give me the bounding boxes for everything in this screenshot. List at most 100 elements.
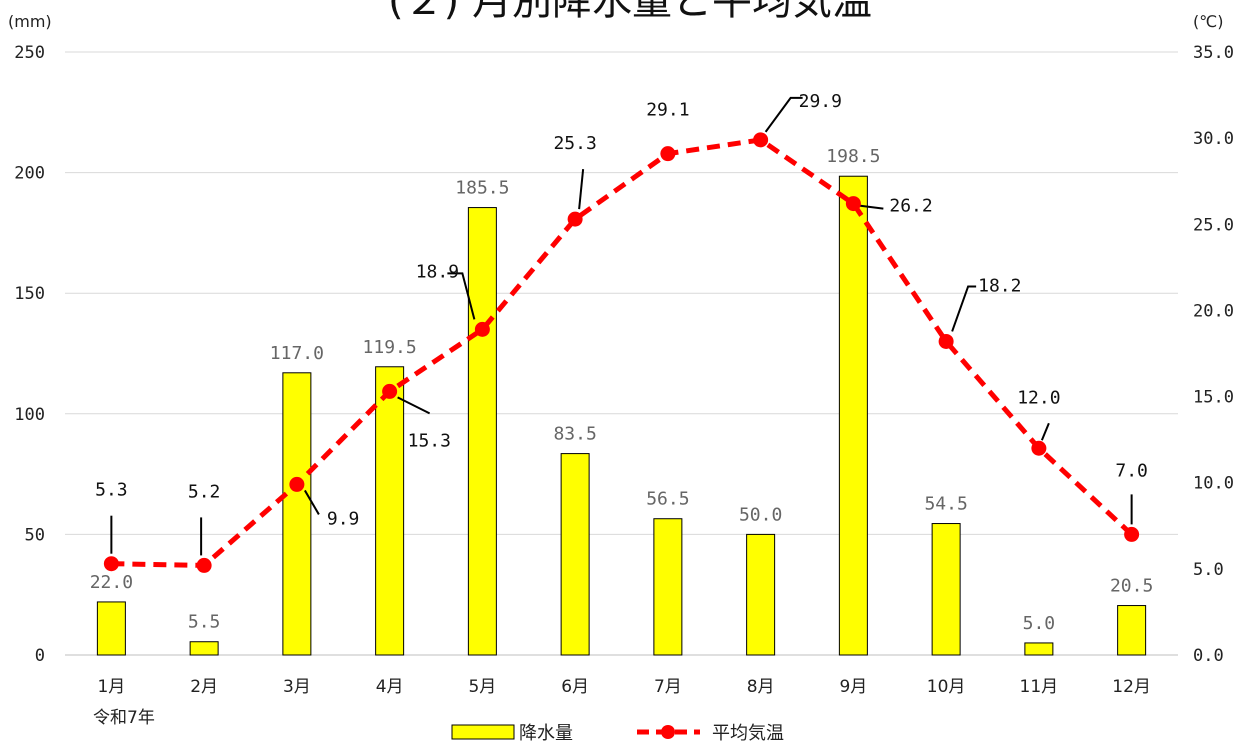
precipitation-value-label: 198.5: [826, 146, 880, 167]
right-axis-unit: (℃): [1193, 12, 1223, 31]
right-tick-label: 10.0: [1193, 474, 1234, 494]
left-tick-label: 250: [14, 43, 45, 63]
temperature-value-label: 15.3: [408, 430, 451, 451]
left-axis-unit: (mm): [8, 12, 52, 31]
temperature-marker: [196, 557, 212, 573]
x-tick-label: 3月: [283, 677, 311, 697]
right-tick-label: 20.0: [1193, 301, 1234, 321]
precipitation-bar: [189, 641, 219, 656]
temperature-marker: [567, 211, 583, 227]
temperature-marker: [474, 321, 490, 337]
temperature-value-label: 26.2: [889, 196, 932, 217]
precipitation-value-label: 117.0: [270, 343, 324, 364]
legend: 降水量 平均気温: [451, 723, 784, 744]
x-tick-label: 8月: [747, 677, 775, 697]
legend-label-temperature: 平均気温: [712, 723, 784, 744]
left-tick-label: 200: [14, 164, 45, 184]
precipitation-bar: [282, 372, 312, 656]
temperature-value-label: 5.2: [188, 481, 221, 502]
temperature-leader-lines: [110, 96, 1133, 556]
left-axis-ticks: 0 50 100 150 200 250: [14, 43, 45, 666]
precipitation-bar: [838, 175, 868, 656]
x-tick-label: 1月: [97, 677, 125, 697]
precipitation-bars: [96, 175, 1147, 656]
leader-line: [397, 396, 431, 415]
precipitation-bar: [653, 518, 683, 656]
precipitation-bar: [1117, 605, 1147, 656]
temperature-value-label: 12.0: [1017, 387, 1060, 408]
precipitation-labels: 22.0 5.5 117.0 119.5 185.5 83.5 56.5 50.0 198.5 5…: [90, 146, 1154, 634]
temperature-marker: [938, 333, 954, 349]
precipitation-value-label: 50.0: [739, 504, 782, 525]
precipitation-value-label: 5.0: [1023, 613, 1056, 634]
x-tick-label: 11月: [1020, 677, 1059, 697]
precipitation-bar: [96, 601, 126, 656]
precipitation-value-label: 83.5: [553, 424, 596, 445]
precipitation-bar: [375, 366, 405, 656]
era-label: 令和7年: [93, 708, 155, 728]
precipitation-value-label: 119.5: [363, 337, 417, 358]
leader-line: [1040, 422, 1050, 441]
temperature-marker: [753, 132, 769, 148]
x-tick-label: 7月: [654, 677, 682, 697]
precipitation-value-label: 5.5: [188, 612, 221, 633]
temperature-value-label: 18.9: [416, 261, 459, 282]
right-tick-label: 15.0: [1193, 388, 1234, 408]
left-tick-label: 100: [14, 405, 45, 425]
chart-title: (２) 月別降水量と平均気温: [388, 0, 872, 24]
precipitation-bar: [746, 533, 776, 656]
temperature-labels: 5.3 5.2 9.9 15.3 18.9 25.3 29.1 29.9 26.2 18.2 12.…: [95, 91, 1148, 530]
temperature-value-label: 5.3: [95, 480, 128, 501]
temperature-marker: [1124, 526, 1140, 542]
leader-line: [951, 285, 977, 332]
temperature-marker: [289, 476, 305, 492]
leader-line: [447, 272, 476, 320]
leader-line: [859, 204, 884, 210]
precipitation-value-label: 54.5: [924, 494, 967, 515]
precipitation-bar: [931, 523, 961, 656]
left-tick-label: 0: [35, 646, 45, 666]
x-tick-label: 5月: [468, 677, 496, 697]
leader-line: [304, 489, 320, 515]
x-tick-label: 9月: [839, 677, 867, 697]
x-tick-label: 2月: [190, 677, 218, 697]
temperature-value-label: 7.0: [1115, 460, 1148, 481]
precipitation-value-label: 185.5: [455, 178, 509, 199]
gridlines: [65, 51, 1178, 656]
temperature-marker: [845, 196, 861, 212]
legend-marker: [661, 725, 675, 739]
precipitation-bar: [1024, 642, 1054, 656]
temperature-marker: [660, 146, 676, 162]
left-tick-label: 50: [25, 525, 45, 545]
temperature-line: [103, 132, 1140, 573]
precipitation-value-label: 20.5: [1110, 576, 1153, 597]
left-tick-label: 150: [14, 284, 45, 304]
precipitation-bar: [560, 453, 590, 656]
leader-line: [764, 96, 803, 133]
precipitation-value-label: 56.5: [646, 489, 689, 510]
x-axis-ticks: 1月 2月 3月 4月 5月 6月 7月 8月 9月 10月 11月 12月: [97, 677, 1150, 697]
temperature-value-label: 9.9: [327, 508, 360, 529]
temperature-value-label: 29.1: [646, 100, 689, 121]
temperature-marker: [1031, 440, 1047, 456]
temperature-marker: [103, 556, 119, 572]
x-tick-label: 4月: [376, 677, 404, 697]
temperature-value-label: 25.3: [553, 133, 596, 154]
x-tick-label: 10月: [927, 677, 966, 697]
temperature-value-label: 29.9: [799, 91, 842, 112]
precipitation-bar: [467, 207, 497, 656]
right-axis-ticks: 0.0 5.0 10.0 15.0 20.0 25.0 30.0 35.0: [1193, 43, 1234, 666]
legend-bar-swatch: [451, 724, 515, 740]
legend-label-precipitation: 降水量: [519, 723, 573, 744]
precipitation-value-label: 22.0: [90, 572, 133, 593]
right-tick-label: 0.0: [1193, 646, 1224, 666]
x-tick-label: 6月: [561, 677, 589, 697]
temperature-series-line: [111, 137, 1134, 568]
temperature-value-label: 18.2: [978, 275, 1021, 296]
right-tick-label: 5.0: [1193, 560, 1224, 580]
x-tick-label: 12月: [1112, 677, 1151, 697]
temperature-marker: [382, 383, 398, 399]
right-tick-label: 25.0: [1193, 215, 1234, 235]
leader-line: [578, 169, 585, 210]
